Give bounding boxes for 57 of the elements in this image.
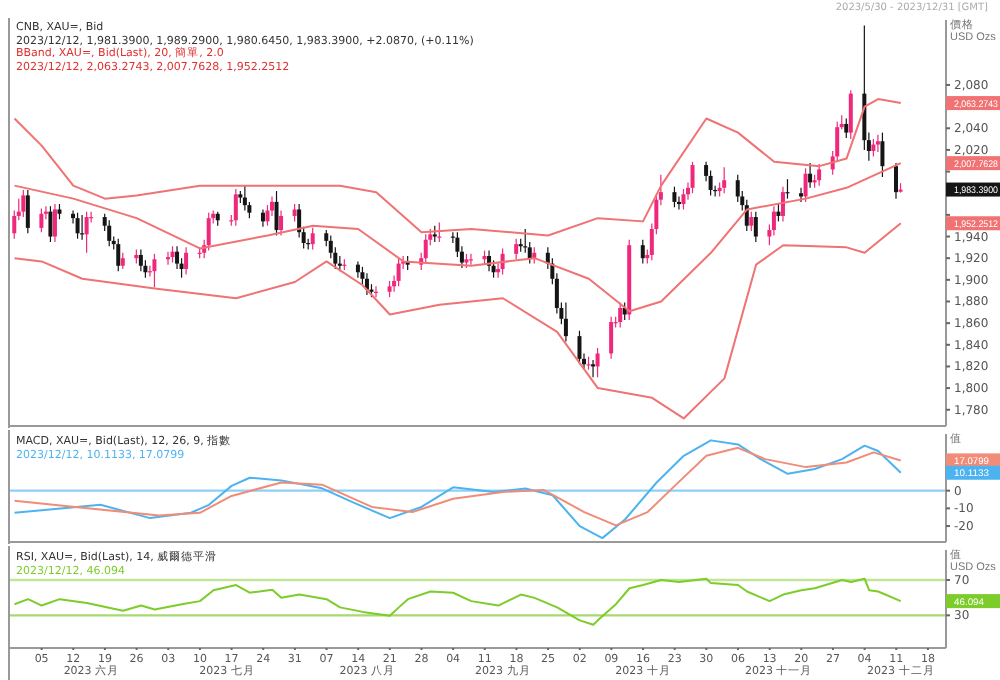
candlestick: [265, 204, 270, 227]
line-series: [13, 162, 902, 313]
candlestick: [75, 212, 80, 240]
line-series: [13, 439, 902, 540]
candlestick: [880, 132, 885, 178]
candlestick: [690, 161, 695, 194]
candlestick: [577, 330, 582, 365]
candlestick: [52, 203, 57, 243]
candlestick: [808, 162, 813, 189]
candlestick: [563, 301, 568, 343]
candlestick: [609, 316, 614, 360]
candlestick: [722, 166, 727, 194]
candlestick: [844, 117, 849, 139]
line-series: [13, 446, 902, 527]
candlestick: [817, 163, 822, 187]
candlestick: [894, 162, 898, 200]
candlestick: [107, 219, 112, 247]
line-series: [13, 222, 902, 420]
candlestick: [875, 134, 880, 153]
candlestick: [771, 205, 776, 237]
candlestick: [274, 190, 279, 237]
candlestick: [681, 188, 686, 211]
candlestick: [799, 187, 804, 203]
candlestick: [735, 174, 740, 203]
candlestick: [242, 185, 247, 212]
candlestick: [48, 205, 53, 243]
candlestick: [595, 347, 600, 378]
candlestick: [21, 189, 26, 218]
candlestick: [152, 253, 157, 289]
candlestick: [672, 186, 677, 208]
candlestick: [116, 238, 121, 272]
candlestick: [618, 301, 623, 329]
candlestick: [848, 89, 853, 140]
candlestick: [423, 233, 428, 265]
candlestick: [175, 245, 180, 270]
candlestick: [803, 167, 808, 203]
candlestick: [260, 208, 265, 228]
line-series: [13, 577, 902, 626]
candlestick: [328, 234, 333, 259]
candlestick: [396, 257, 401, 287]
candlestick: [25, 189, 30, 234]
candlestick: [780, 186, 785, 222]
candlestick: [640, 239, 645, 265]
candlestick: [233, 188, 238, 227]
candlestick: [749, 211, 754, 232]
candlestick: [514, 238, 519, 260]
candlestick: [138, 248, 143, 272]
candlestick: [206, 212, 211, 252]
candlestick: [84, 211, 89, 254]
candlestick: [355, 260, 360, 279]
candlestick: [744, 199, 749, 232]
candlestick: [310, 227, 315, 251]
candlestick: [279, 209, 284, 237]
candlestick: [753, 211, 758, 243]
candlestick: [708, 169, 713, 196]
candlestick: [39, 207, 44, 233]
candlestick: [184, 246, 189, 276]
